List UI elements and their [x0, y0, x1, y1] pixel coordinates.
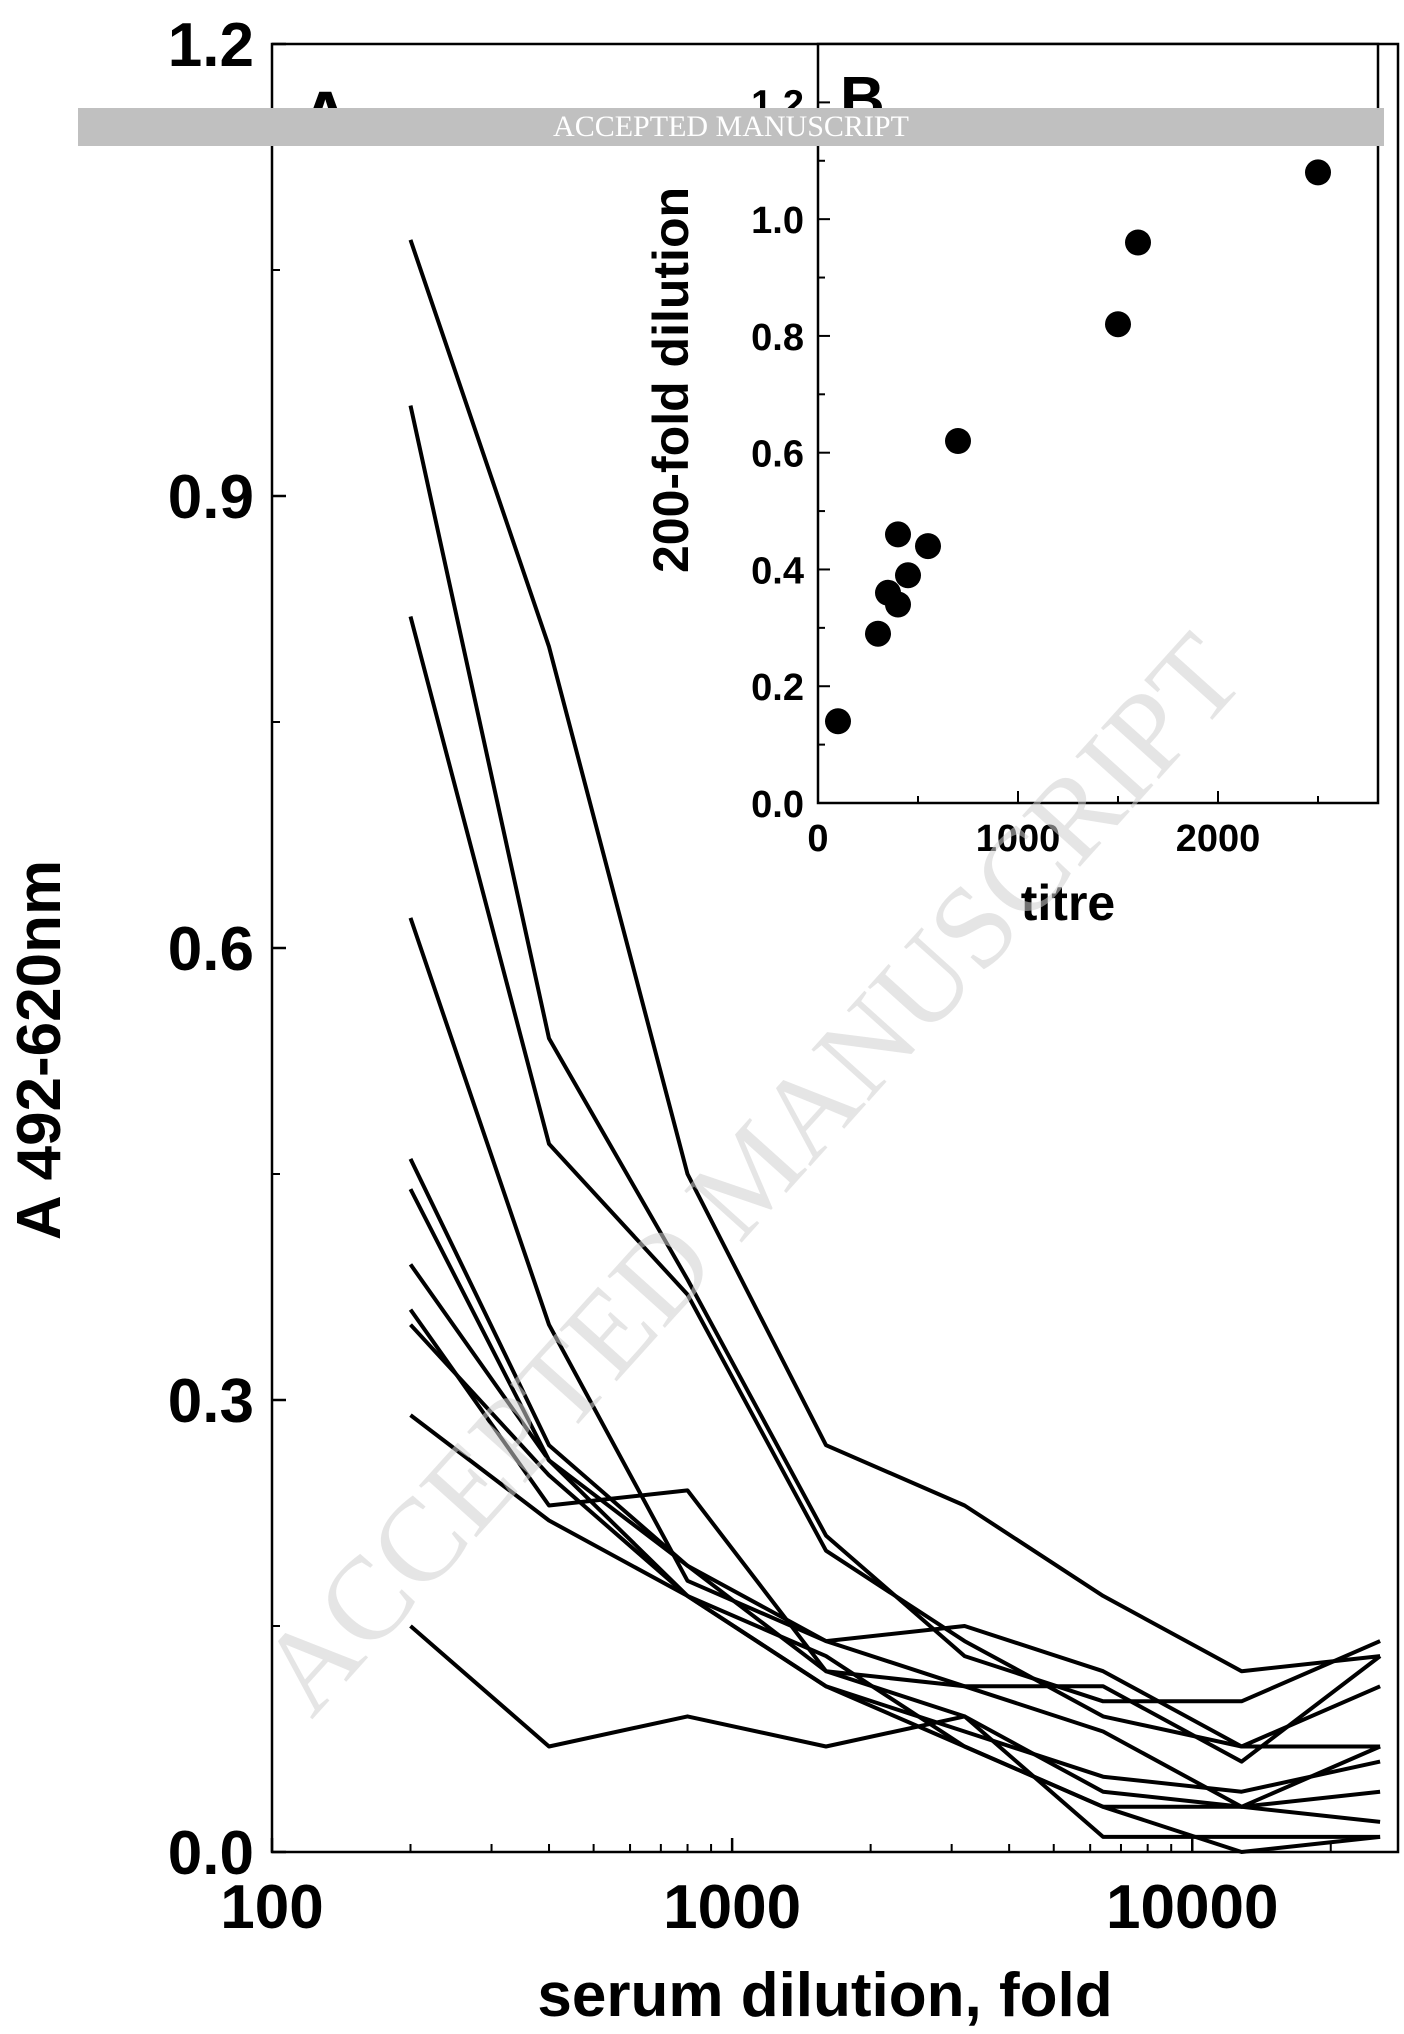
- scatter-point: [865, 620, 891, 647]
- inset-x-axis-title: titre: [1021, 875, 1115, 931]
- scatter-point: [1105, 311, 1131, 338]
- watermark-banner: [78, 108, 1384, 146]
- y-tick-label: 1.2: [168, 11, 254, 80]
- series-line: [409, 1323, 1381, 1809]
- scatter-point: [895, 562, 921, 589]
- inset-x-tick-label: 2000: [1176, 818, 1261, 860]
- series-line: [408, 917, 1381, 1749]
- scatter-point: [885, 521, 911, 548]
- inset-y-axis-title: 200-fold dilution: [643, 187, 699, 573]
- scatter-point: [945, 428, 971, 454]
- y-tick-label: 0.3: [168, 1367, 254, 1436]
- scatter-point: [915, 533, 941, 560]
- x-axis-title: serum dilution, fold: [537, 1961, 1112, 2029]
- series-line: [409, 1624, 1381, 1839]
- series-line: [408, 1263, 1381, 1794]
- panel-b-frame: [816, 42, 1380, 805]
- watermark-diagonal-text: ACCEPTED MANUSCRIPT: [234, 610, 1268, 1738]
- y-tick-label: 0.9: [168, 463, 254, 532]
- inset-x-tick-label: 0: [807, 818, 828, 860]
- scatter-point: [1125, 229, 1151, 256]
- inset-y-tick-label: 0.0: [751, 784, 804, 826]
- series-line: [408, 1188, 1381, 1809]
- inset-y-tick-label: 0.2: [751, 667, 804, 709]
- y-axis-title: A 492-620nm: [5, 860, 74, 1240]
- scatter-point: [885, 591, 911, 618]
- x-tick-label: 10000: [1106, 1873, 1278, 1942]
- inset-y-tick-label: 1.0: [751, 200, 804, 242]
- panel-b-inset-chart: 0.00.20.40.60.81.01.20 1000 2000titre200-f…: [643, 42, 1380, 931]
- scatter-point: [1305, 159, 1331, 186]
- series-line: [408, 1158, 1382, 1764]
- watermark-banner-text: ACCEPTED MANUSCRIPT: [553, 110, 909, 143]
- x-tick-label: 100: [220, 1873, 323, 1942]
- y-tick-label: 0.6: [168, 915, 254, 984]
- series-line: [408, 239, 1381, 1674]
- x-tick-label: 1000: [663, 1873, 801, 1942]
- series-line: [408, 615, 1381, 1749]
- inset-y-tick-label: 0.8: [751, 317, 804, 359]
- series-line: [408, 1308, 1381, 1824]
- inset-x-tick-label: 1000: [976, 818, 1061, 860]
- inset-y-tick-label: 0.6: [751, 434, 804, 476]
- scatter-point: [825, 708, 851, 735]
- y-tick-label: 0.0: [168, 1819, 254, 1888]
- inset-y-tick-label: 0.4: [751, 550, 804, 592]
- series-line: [409, 1413, 1381, 1854]
